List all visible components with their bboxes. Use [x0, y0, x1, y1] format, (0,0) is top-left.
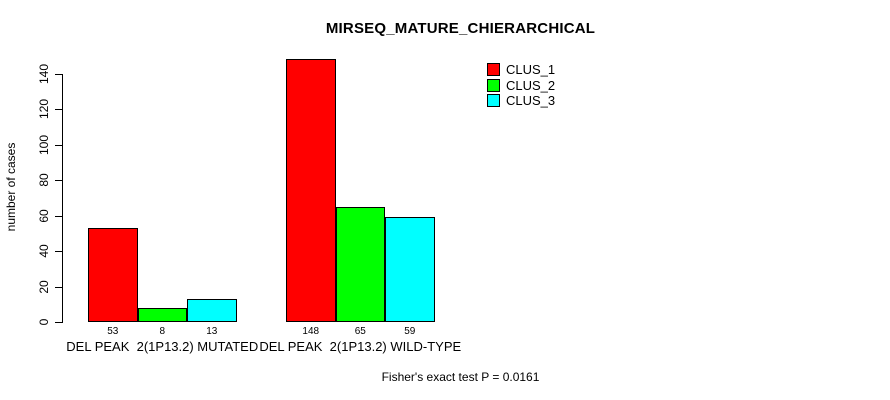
legend-swatch-clus-1 — [487, 63, 500, 77]
y-tick-label: 100 — [37, 134, 51, 155]
y-tick — [55, 286, 62, 288]
y-tick-label: 140 — [37, 63, 51, 84]
y-tick-label: 0 — [37, 318, 51, 326]
bar-clus_1-group1 — [88, 227, 138, 322]
bar-clus_1-group2 — [286, 59, 336, 322]
chart-title: MIRSEQ_MATURE_CHIERARCHICAL — [325, 20, 596, 37]
y-tick — [55, 144, 62, 146]
y-tick — [55, 73, 62, 75]
legend-label-clus-3: CLUS_3 — [506, 93, 556, 109]
annotation-pvalue: Fisher's exact test P = 0.0161 — [381, 370, 540, 384]
y-tick — [55, 251, 62, 252]
y-tick — [55, 180, 62, 181]
bar-value-label: 13 — [206, 326, 218, 337]
x-category-label: DEL PEAK 2(1P13.2) MUTATED — [66, 339, 259, 354]
legend: CLUS_1 CLUS_2 CLUS_3 — [487, 62, 555, 109]
legend-label-clus-1: CLUS_1 — [506, 62, 556, 78]
legend-swatch-clus-3 — [487, 94, 500, 108]
y-tick-label: 40 — [37, 244, 51, 258]
legend-item-clus-3: CLUS_3 — [487, 93, 555, 109]
y-tick — [55, 322, 62, 323]
legend-item-clus-2: CLUS_2 — [487, 78, 555, 94]
y-axis-title: number of cases — [4, 142, 18, 232]
legend-item-clus-1: CLUS_1 — [487, 62, 555, 78]
y-axis-line — [62, 73, 63, 323]
y-tick — [55, 109, 62, 110]
bar-value-label: 8 — [159, 326, 166, 337]
y-tick — [55, 215, 62, 217]
legend-swatch-clus-2 — [487, 78, 500, 92]
bar-value-label: 53 — [107, 326, 119, 337]
legend-label-clus-2: CLUS_2 — [506, 77, 556, 93]
bar-value-label: 148 — [302, 326, 320, 337]
bar-clus_2-group1 — [137, 307, 187, 322]
x-category-label: DEL PEAK 2(1P13.2) WILD-TYPE — [259, 339, 462, 354]
y-tick-label: 120 — [37, 98, 51, 120]
y-tick-label: 80 — [37, 173, 51, 187]
y-tick-label: 20 — [37, 279, 51, 294]
bar-clus_2-group2 — [335, 206, 385, 322]
bar-clus_3-group1 — [187, 298, 237, 322]
y-tick-label: 60 — [37, 208, 51, 223]
bar-value-label: 59 — [404, 326, 416, 337]
bar-value-label: 65 — [354, 326, 366, 337]
bar-clus_3-group2 — [385, 217, 435, 322]
